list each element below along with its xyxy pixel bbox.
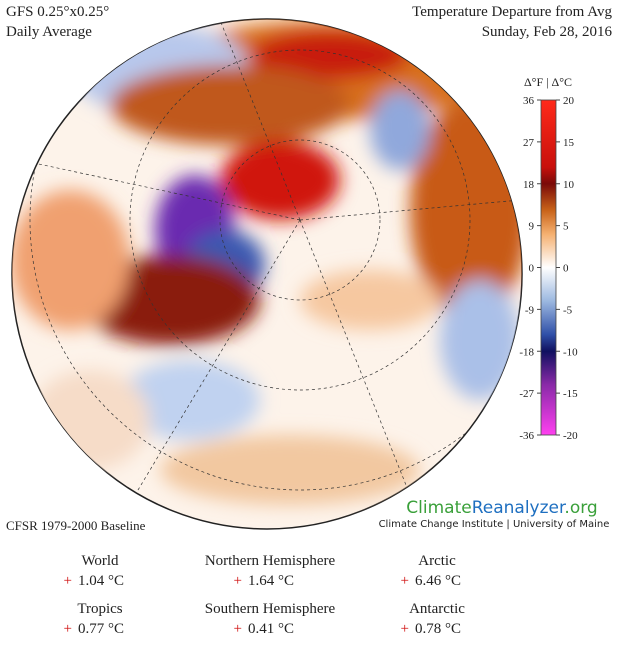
logo-part: .org — [564, 498, 597, 518]
tick-label-f: 0 — [529, 263, 535, 275]
logo-subtitle: Climate Change Institute | University of… — [379, 519, 610, 530]
map-date: Sunday, Feb 28, 2016 — [482, 24, 613, 40]
tick-label-c: -5 — [563, 304, 573, 316]
tick-label-c: -20 — [563, 430, 578, 442]
globe-map — [11, 18, 523, 530]
tick-label-c: 15 — [563, 137, 575, 149]
stat-value: 0.41 °C — [248, 621, 294, 637]
tick-label-c: 10 — [563, 179, 575, 191]
stat-value: 0.78 °C — [415, 621, 461, 637]
stat-name: Antarctic — [409, 601, 465, 617]
logo-part: Reanalyzer — [472, 498, 566, 518]
logo: ClimateReanalyzer.org — [406, 498, 597, 518]
tick-label-f: -9 — [525, 304, 535, 316]
tick-label-f: 18 — [523, 179, 535, 191]
tick-label-f: -18 — [519, 346, 534, 358]
tick-label-f: 27 — [523, 137, 535, 149]
baseline-label: CFSR 1979-2000 Baseline — [6, 518, 146, 533]
model-label: GFS 0.25°x0.25° — [6, 4, 109, 20]
logo-part: Climate — [406, 498, 471, 518]
tick-label-c: 0 — [563, 263, 569, 275]
period-label: Daily Average — [6, 24, 92, 40]
stat-sign: + — [401, 621, 409, 637]
stat-value: 6.46 °C — [415, 573, 461, 589]
stat-name: Tropics — [77, 601, 122, 617]
map-title: Temperature Departure from Avg — [412, 4, 612, 20]
tick-label-c: -10 — [563, 346, 578, 358]
legend-ticks: 36 20 27 15 18 10 9 5 0 0 -9 -5 -18 -10 -27 -15 -36 -20 — [519, 95, 578, 442]
stat-name: Arctic — [418, 553, 456, 569]
tick-label-f: 9 — [529, 221, 535, 233]
stat-name: Northern Hemisphere — [205, 553, 336, 569]
stat-sign: + — [64, 621, 72, 637]
stats: World + 1.04 °C Northern Hemisphere + 1.64 °C… — [64, 553, 466, 637]
tick-label-c: 5 — [563, 221, 569, 233]
stat-name: World — [81, 553, 119, 569]
tick-label-c: -15 — [563, 388, 578, 400]
stat-value: 1.04 °C — [78, 573, 124, 589]
tick-label-f: -27 — [519, 388, 534, 400]
stat-sign: + — [64, 573, 72, 589]
stat-sign: + — [234, 573, 242, 589]
legend-title: Δ°F | Δ°C — [524, 75, 572, 89]
color-scale — [540, 99, 557, 436]
stat-name: Southern Hemisphere — [205, 601, 336, 617]
stat-sign: + — [401, 573, 409, 589]
tick-label-f: 36 — [523, 95, 535, 107]
stat-value: 0.77 °C — [78, 621, 124, 637]
stat-sign: + — [234, 621, 242, 637]
tick-label-f: -36 — [519, 430, 534, 442]
stat-value: 1.64 °C — [248, 573, 294, 589]
tick-label-c: 20 — [563, 95, 575, 107]
